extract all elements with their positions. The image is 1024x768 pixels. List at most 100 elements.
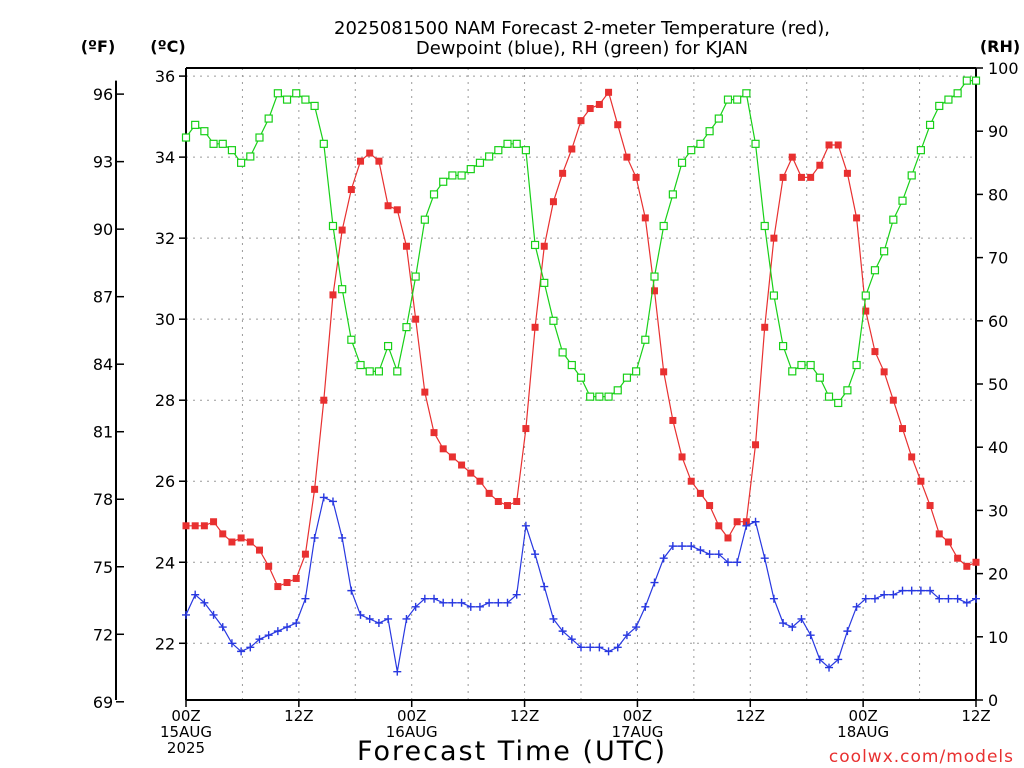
temperature-point <box>917 477 925 485</box>
dewpoint-point <box>567 635 576 644</box>
dewpoint-point <box>540 582 549 591</box>
dewpoint-point <box>870 594 879 603</box>
rh-point <box>650 272 659 281</box>
rh-point <box>310 101 319 111</box>
temperature-point <box>549 198 557 206</box>
dewpoint-point <box>549 614 558 623</box>
fahrenheit-tick-label: 84 <box>93 355 113 374</box>
temperature-point <box>182 522 190 530</box>
temperature-point <box>706 502 714 510</box>
rh-point <box>622 373 632 382</box>
rh-point <box>687 146 696 155</box>
temperature-point <box>660 368 668 376</box>
dewpoint-point <box>678 542 687 551</box>
rh-point <box>429 190 439 199</box>
rh-point <box>705 127 714 136</box>
temperature-point <box>255 546 263 554</box>
rh-point <box>530 240 540 250</box>
rh-point <box>237 158 246 167</box>
dewpoint-point <box>926 586 935 595</box>
dewpoint-point <box>632 623 641 632</box>
temperature-point <box>292 574 300 582</box>
dewpoint-point <box>898 586 907 595</box>
temperature-point <box>843 169 851 177</box>
rh-point <box>815 373 824 382</box>
dewpoint-point <box>668 542 677 551</box>
temperature-point <box>504 502 512 510</box>
rh-point <box>282 95 292 104</box>
axes <box>115 67 983 707</box>
dewpoint-point <box>273 627 282 636</box>
rh-point <box>760 221 769 231</box>
celsius-tick-label: 28 <box>155 391 175 410</box>
temperature-point <box>237 534 245 542</box>
rh-point <box>889 215 898 224</box>
rh-point <box>521 146 530 155</box>
rh-point <box>255 133 264 142</box>
rh-point <box>402 323 411 332</box>
temperature-point <box>669 416 677 424</box>
temperature-point <box>807 173 815 181</box>
dewpoint-point <box>604 647 613 656</box>
temperature-point <box>595 100 603 108</box>
dewpoint-point <box>512 590 521 599</box>
dewpoint-point <box>815 655 824 664</box>
rh-point <box>292 89 301 98</box>
temperature-point <box>926 502 934 510</box>
rh-tick-label: 40 <box>988 438 1008 457</box>
rh-point <box>503 139 512 148</box>
temperature-point <box>935 530 943 538</box>
temperature-point <box>944 538 952 546</box>
dewpoint-point <box>861 594 870 603</box>
rh-point <box>880 247 889 256</box>
rh-point <box>668 190 677 199</box>
temperature-point <box>301 550 309 558</box>
dewpoint-point <box>577 643 585 652</box>
rh-point <box>365 367 374 376</box>
temperature-point <box>770 234 778 242</box>
temperature-point <box>696 489 704 497</box>
dewpoint-point <box>935 594 944 603</box>
rh-point <box>200 127 209 136</box>
temperature-point <box>797 173 805 181</box>
temperature-point <box>614 121 622 129</box>
dewpoint-point <box>264 631 273 640</box>
temperature-point <box>274 583 282 591</box>
rh-point <box>475 158 485 167</box>
temperature-point <box>724 534 732 542</box>
rh-point <box>586 392 595 401</box>
dewpoint-point <box>420 594 429 603</box>
rh-tick-label: 20 <box>988 565 1008 584</box>
temperature-point <box>568 145 576 153</box>
dewpoint-point <box>301 594 310 603</box>
fahrenheit-tick-label: 72 <box>93 625 113 644</box>
rh-point <box>723 95 733 104</box>
rh-tick-label: 0 <box>988 691 998 710</box>
rh-point <box>558 348 567 357</box>
rh-point <box>733 95 742 104</box>
rh-point <box>852 360 861 370</box>
temperature-point <box>880 368 888 376</box>
temperature-point <box>715 522 723 530</box>
dewpoint-point <box>328 497 337 506</box>
temperature-point <box>586 105 594 113</box>
rh-point <box>338 285 347 294</box>
temperature-point <box>485 489 493 497</box>
dewpoint-point <box>705 550 714 559</box>
dewpoint-point <box>687 542 696 551</box>
rh-tick-label: 60 <box>988 312 1008 331</box>
temperature-point <box>687 477 695 485</box>
temperature-point <box>283 579 291 587</box>
dewpoint-point <box>659 554 668 563</box>
celsius-tick-label: 32 <box>155 229 175 248</box>
dewpoint-point <box>714 550 723 559</box>
temperature-point <box>357 157 365 165</box>
temperature-point <box>605 88 613 96</box>
fahrenheit-tick-label: 93 <box>93 153 113 172</box>
dewpoint-point <box>825 663 834 672</box>
temperature-point <box>825 141 833 149</box>
grid-lines <box>186 68 976 700</box>
dewpoint-point <box>916 586 925 595</box>
dewpoint-point <box>622 631 631 640</box>
celsius-tick-label: 24 <box>155 553 175 572</box>
